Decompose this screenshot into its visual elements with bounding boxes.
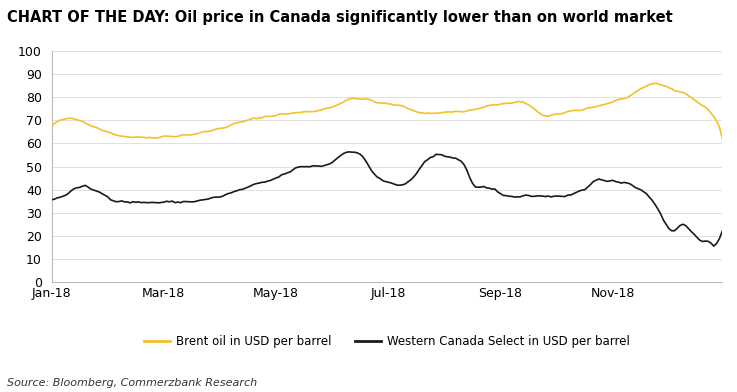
Text: CHART OF THE DAY: Oil price in Canada significantly lower than on world market: CHART OF THE DAY: Oil price in Canada si…: [7, 10, 673, 25]
Legend: Brent oil in USD per barrel, Western Canada Select in USD per barrel: Brent oil in USD per barrel, Western Can…: [139, 330, 635, 353]
Text: Source: Bloomberg, Commerzbank Research: Source: Bloomberg, Commerzbank Research: [7, 378, 257, 388]
